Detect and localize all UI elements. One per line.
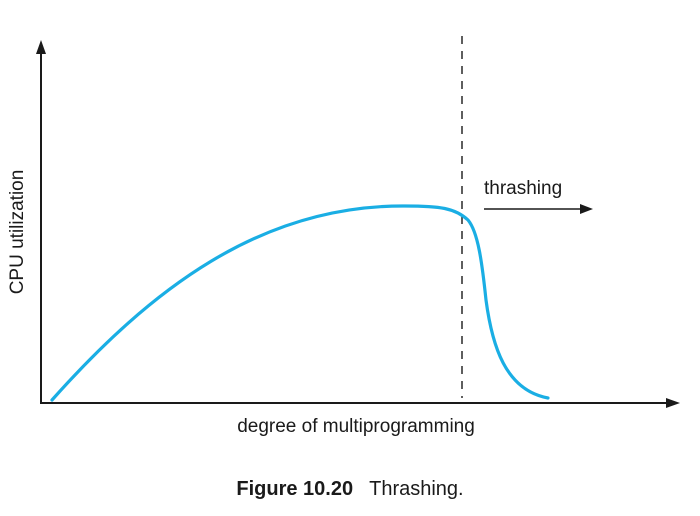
- x-axis-label: degree of multiprogramming: [237, 416, 475, 437]
- thrashing-label: thrashing: [484, 178, 562, 199]
- y-axis-arrow-icon: [36, 40, 46, 54]
- caption-number: Figure 10.20: [236, 478, 354, 500]
- x-axis-arrow-icon: [666, 398, 680, 408]
- cpu-utilization-curve: [50, 204, 550, 402]
- thrashing-arrow-head-icon: [580, 204, 593, 214]
- caption-text: Thrashing.: [369, 478, 464, 500]
- figure-caption: Figure 10.20 Thrashing.: [0, 478, 700, 501]
- y-axis-label: CPU utilization: [7, 170, 28, 295]
